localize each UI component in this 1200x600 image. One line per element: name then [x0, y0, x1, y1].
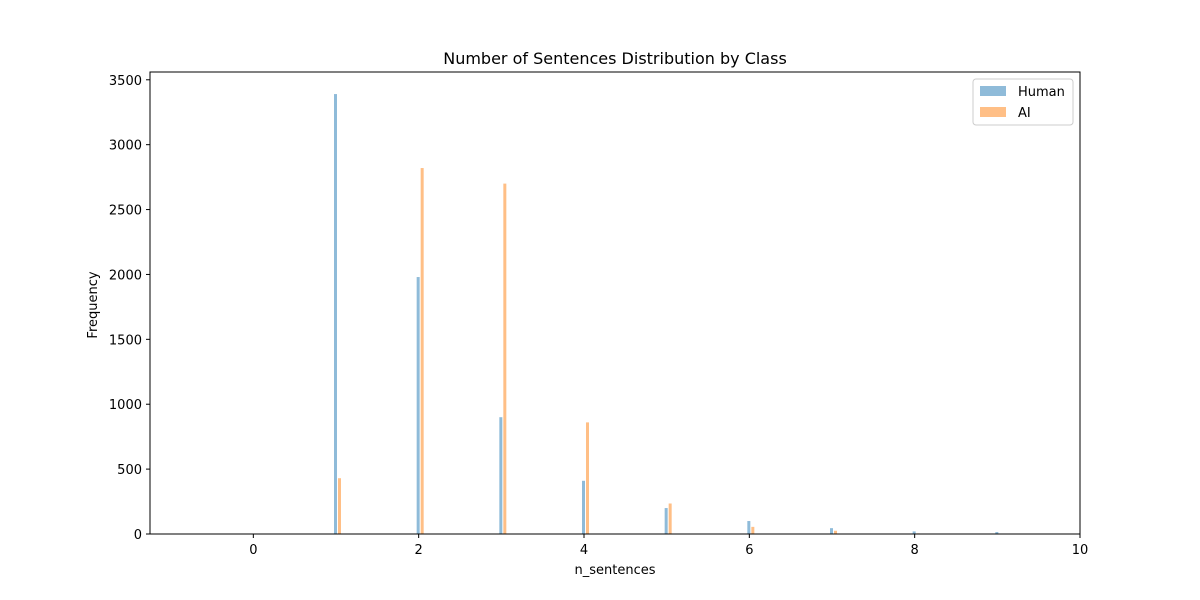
x-tick-label-2: 2	[415, 543, 423, 558]
y-tick-label-0: 0	[134, 528, 142, 543]
axes-frame	[149, 71, 1081, 535]
legend-swatch-ai	[980, 107, 1006, 117]
bar-human-8	[912, 531, 916, 534]
bar-ai-6	[751, 526, 755, 534]
y-axis-label: Frequency	[86, 271, 101, 338]
legend-swatch-human	[980, 86, 1006, 96]
y-tick-label-1000: 1000	[109, 398, 142, 413]
bar-human-2	[416, 277, 420, 534]
bar-ai-1	[338, 478, 341, 534]
bar-ai-4	[586, 422, 589, 534]
bar-human-9	[995, 532, 999, 534]
x-tick-label-10: 10	[1072, 543, 1089, 558]
bar-human-7	[830, 528, 833, 534]
y-tick-label-3500: 3500	[109, 74, 142, 89]
y-tick-label-2000: 2000	[109, 268, 142, 283]
x-tick-label-4: 4	[580, 543, 588, 558]
legend-label-human: Human	[1018, 85, 1065, 100]
legend-label-ai: AI	[1018, 106, 1031, 121]
plot-area	[149, 71, 1081, 535]
y-tick-label-3000: 3000	[109, 139, 142, 154]
bar-human-4	[582, 480, 585, 534]
bar-ai-2	[420, 168, 424, 535]
y-tick-label-1500: 1500	[109, 333, 142, 348]
y-tick-label-500: 500	[117, 463, 142, 478]
y-tick-label-2500: 2500	[109, 204, 142, 219]
bar-human-1	[334, 94, 337, 534]
x-axis: 0 2 4 6 8 10	[249, 534, 1088, 558]
chart-title: Number of Sentences Distribution by Clas…	[443, 49, 787, 68]
x-tick-label-8: 8	[911, 543, 919, 558]
y-axis: 0 500 1000 1500 2000 2500 3000 3500	[109, 74, 150, 543]
bar-human-5	[664, 508, 668, 534]
bar-ai-3	[503, 183, 507, 534]
legend: Human AI	[972, 78, 1074, 126]
x-axis-label: n_sentences	[574, 563, 655, 578]
bar-human-6	[747, 521, 751, 534]
bar-human-3	[499, 417, 503, 534]
bar-ai-7	[834, 530, 837, 534]
bar-ai-5	[668, 503, 672, 534]
x-tick-label-0: 0	[249, 543, 257, 558]
x-tick-label-6: 6	[745, 543, 753, 558]
